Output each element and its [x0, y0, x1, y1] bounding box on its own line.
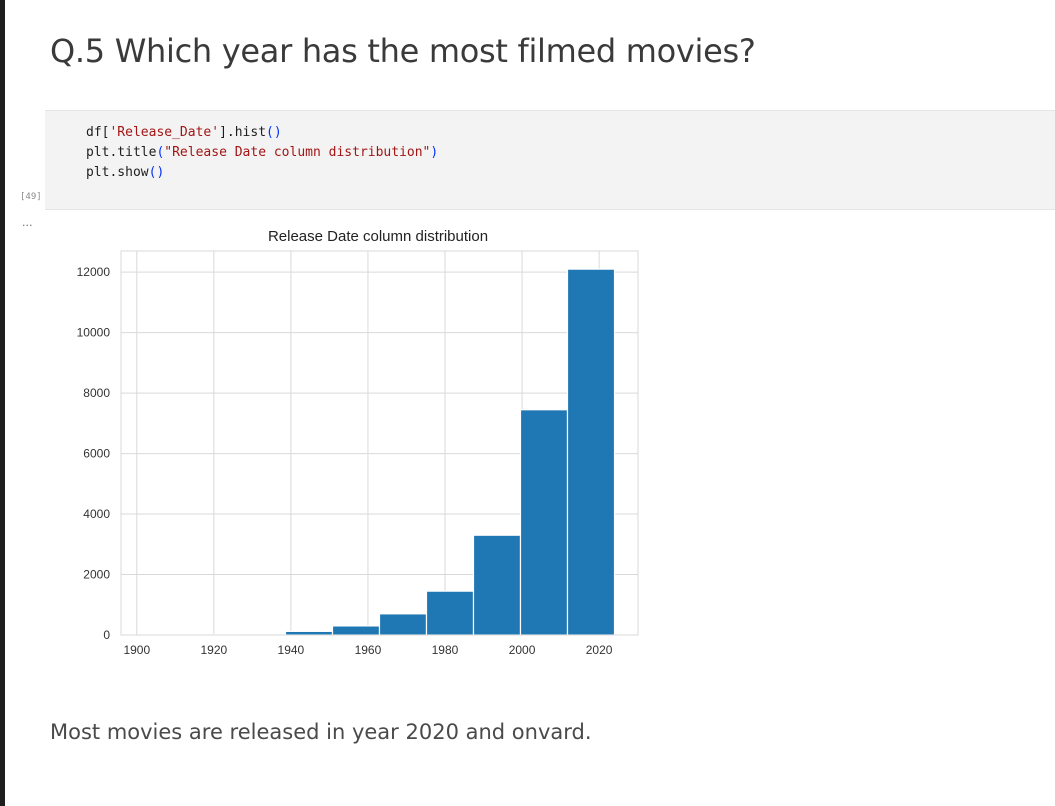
x-tick-label: 2020 — [586, 643, 613, 657]
code-cell[interactable]: df['Release_Date'].hist() plt.title("Rele… — [45, 110, 1055, 210]
histogram-svg: Release Date column distribution 1900 192… — [77, 228, 639, 657]
code-token: df[ — [86, 125, 110, 140]
histogram-bar — [425, 590, 475, 636]
y-tick-label: 8000 — [83, 386, 110, 400]
y-tick-label: 10000 — [77, 326, 111, 340]
conclusion-text: Most movies are released in year 2020 an… — [50, 720, 592, 744]
code-editor[interactable]: df['Release_Date'].hist() plt.title("Rele… — [86, 123, 438, 183]
code-token: plt.title — [86, 145, 157, 160]
histogram-bar — [566, 268, 616, 636]
y-tick-label: 0 — [103, 628, 110, 642]
code-line-1: df['Release_Date'].hist() — [86, 123, 438, 143]
bars — [143, 268, 616, 636]
code-string: "Release Date column distribution" — [164, 145, 431, 160]
plot-frame — [120, 250, 639, 636]
y-tick-label: 6000 — [83, 447, 110, 461]
code-line-2: plt.title("Release Date column distribut… — [86, 143, 438, 163]
execution-count: [49] — [20, 192, 42, 202]
x-tick-label: 2000 — [509, 643, 536, 657]
code-paren: ) — [430, 145, 439, 160]
histogram-bar — [284, 630, 334, 636]
y-tick-label: 12000 — [77, 265, 111, 279]
y-tick-label: 4000 — [83, 507, 110, 521]
histogram-bar — [331, 625, 381, 636]
x-tick-label: 1900 — [123, 643, 150, 657]
code-token: plt.show — [86, 165, 149, 180]
code-paren: ( — [156, 145, 165, 160]
code-paren: () — [148, 165, 165, 180]
code-string: 'Release_Date' — [109, 125, 220, 140]
left-rail — [0, 0, 5, 806]
code-line-3: plt.show() — [86, 163, 438, 183]
x-tick-label: 1940 — [278, 643, 305, 657]
histogram-chart: Release Date column distribution 1900 192… — [60, 218, 650, 668]
cell-heading: Q.5 Which year has the most filmed movie… — [50, 32, 756, 70]
x-tick-label: 1920 — [200, 643, 227, 657]
y-tick-label: 2000 — [83, 568, 110, 582]
output-menu-ellipsis[interactable]: ... — [22, 216, 33, 229]
x-tick-label: 1960 — [355, 643, 382, 657]
code-token: ].hist — [219, 125, 267, 140]
x-tick-label: 1980 — [432, 643, 459, 657]
histogram-bar — [472, 534, 522, 636]
histogram-bar — [378, 613, 428, 636]
tick-labels: 1900 1920 1940 1960 1980 2000 2020 0 2000 4000 600… — [77, 265, 613, 657]
histogram-bar — [519, 409, 569, 636]
code-paren: () — [266, 125, 282, 140]
chart-title: Release Date column distribution — [268, 228, 488, 245]
